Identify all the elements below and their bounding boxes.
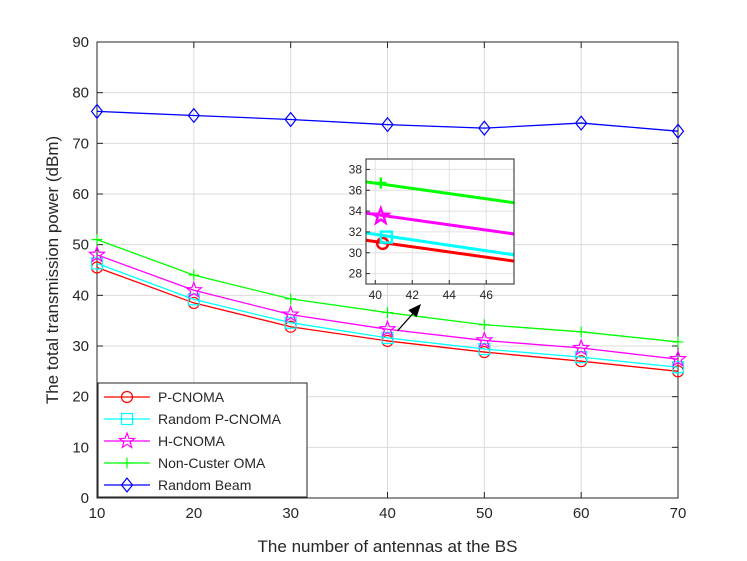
inset-y-tick-label: 30 [349, 246, 363, 260]
inset-series [365, 177, 515, 263]
x-tick-label: 20 [185, 505, 202, 522]
data-point-random-beam [381, 116, 394, 133]
inset-axis-ticks: 40 42 44 46 28 30 32 34 36 38 [349, 162, 494, 302]
inset-y-tick-label: 38 [349, 162, 363, 176]
x-tick-label: 60 [573, 505, 590, 522]
y-tick-label: 40 [72, 287, 89, 304]
inset-background [366, 159, 514, 284]
data-point-non-custer-oma [382, 307, 393, 319]
legend-label-random-p-cnoma: Random P-CNOMA [158, 411, 282, 427]
inset-y-tick-label: 32 [349, 225, 363, 239]
legend-label-random-beam: Random Beam [158, 477, 251, 493]
x-tick-label: 40 [379, 505, 396, 522]
data-point-random-beam [671, 123, 685, 140]
legend-marker-random-beam [120, 477, 134, 493]
data-point-random-beam [478, 120, 491, 136]
series-line-random-p-cnoma [96, 262, 679, 368]
x-tick-label: 50 [476, 505, 493, 522]
inset-y-tick-label: 36 [349, 183, 363, 197]
legend-marker-p-cnoma [120, 390, 134, 404]
data-point-non-custer-oma [672, 336, 684, 348]
data-point-random-beam [187, 107, 201, 124]
data-point-h-cnoma [281, 304, 300, 323]
legend-marker-h-cnoma [117, 431, 137, 449]
inset-x-tick-label: 42 [406, 288, 420, 302]
inset-point-h-cnoma [369, 204, 392, 226]
data-point-non-custer-oma [285, 293, 297, 305]
legend-marker-random-p-cnoma [120, 412, 134, 426]
data-point-non-custer-oma [575, 326, 587, 338]
data-point-h-cnoma [184, 280, 204, 299]
inset-frame [365, 158, 515, 285]
legend-label-p-cnoma: P-CNOMA [158, 389, 225, 405]
series-line-random-beam [96, 110, 679, 132]
inset-x-tick-label: 40 [369, 288, 383, 302]
y-tick-label: 80 [72, 85, 89, 102]
y-tick-label: 30 [72, 338, 89, 355]
series-line-p-cnoma [96, 266, 679, 372]
data-point-h-cnoma [87, 245, 107, 263]
inset-point-random-p-cnoma [379, 230, 394, 244]
inset-y-tick-label: 28 [349, 267, 363, 281]
y-tick-label: 10 [72, 439, 89, 456]
zoom-arrow [397, 304, 421, 332]
inset-y-tick-label: 34 [349, 204, 363, 218]
y-tick-label: 90 [72, 34, 89, 51]
data-point-non-custer-oma [478, 319, 490, 331]
y-tick-label: 0 [81, 490, 89, 507]
data-point-non-custer-oma [91, 234, 103, 246]
series-line-h-cnoma [96, 254, 679, 360]
x-tick-label: 70 [670, 505, 687, 522]
data-point-random-beam [574, 115, 588, 131]
data-point-h-cnoma [668, 349, 688, 368]
inset-line-non-custer-oma [365, 180, 515, 205]
data-point-non-custer-oma [188, 269, 200, 281]
inset-line-h-cnoma [365, 211, 515, 236]
x-tick-label: 10 [89, 505, 106, 522]
inset-x-tick-label: 44 [443, 288, 457, 302]
y-tick-label: 50 [72, 237, 89, 254]
y-axis-label: The total transmission power (dBm) [43, 136, 62, 404]
arrow-head [408, 304, 421, 318]
legend-marker-non-custer-oma [121, 457, 133, 469]
data-point-h-cnoma [378, 319, 397, 338]
y-tick-label: 20 [72, 389, 89, 406]
main-series [87, 103, 688, 378]
inset-point-non-custer-oma [375, 177, 387, 189]
legend-label-non-custer-oma: Non-Custer OMA [158, 455, 266, 471]
x-axis-label: The number of antennas at the BS [258, 537, 518, 556]
data-point-h-cnoma [475, 330, 494, 349]
inset-x-tick-label: 46 [480, 288, 494, 302]
inset-zoom: 40 42 44 46 28 30 32 34 36 38 [349, 158, 515, 302]
data-point-random-beam [284, 111, 297, 128]
data-point-h-cnoma [571, 338, 591, 356]
data-point-random-beam [90, 103, 104, 120]
x-tick-label: 30 [282, 505, 299, 522]
y-tick-label: 70 [72, 135, 89, 152]
legend-label-h-cnoma: H-CNOMA [158, 433, 226, 449]
y-tick-label: 60 [72, 186, 89, 203]
legend: P-CNOMA Random P-CNOMA H-CNOMA Non-Custer O… [97, 382, 308, 498]
